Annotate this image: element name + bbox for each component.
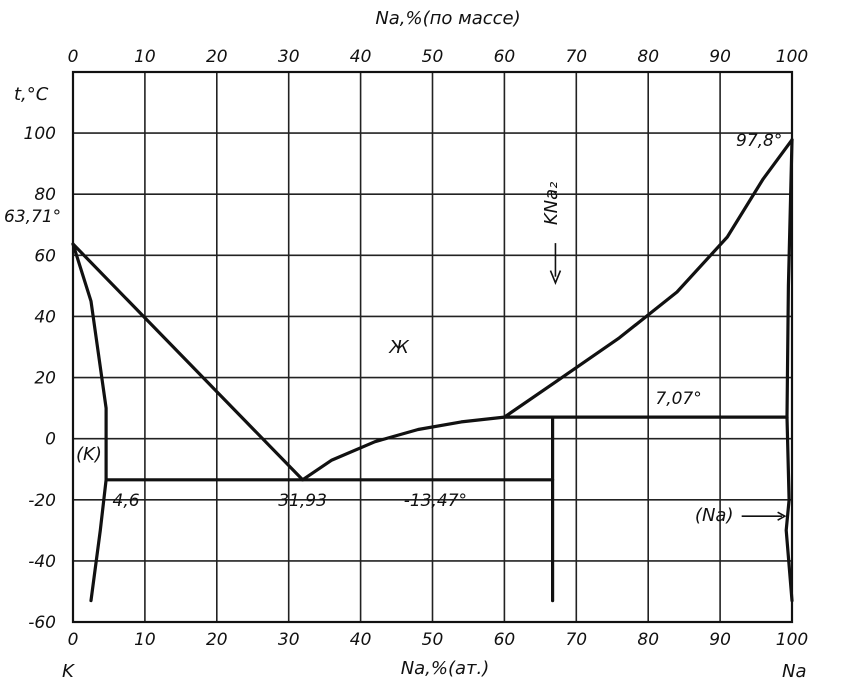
na-arrow-head	[777, 511, 787, 521]
phase-lines	[71, 138, 794, 603]
y-tick-0: 0	[45, 430, 56, 450]
bottom-tick-30: 30	[278, 630, 300, 650]
na-solid-arrow	[741, 511, 787, 521]
liquidus-k-branch	[71, 242, 305, 482]
y-tick-20: 20	[34, 369, 56, 389]
top-tick-90: 90	[709, 47, 731, 67]
compound-arrow	[549, 243, 562, 285]
k-solid-solution-label: (K)	[76, 444, 102, 465]
top-tick-100: 100	[776, 47, 808, 67]
y-tick-40: 40	[34, 307, 56, 327]
y-axis-ticks: 100 80 60 40 20 0 -20 -40 -60	[24, 124, 56, 633]
top-tick-30: 30	[278, 47, 300, 67]
compound-arrow-head	[549, 270, 562, 285]
vertical-gridlines	[144, 72, 721, 622]
peritectic-temperature-label: 7,07°	[655, 389, 701, 409]
y-tick--20: -20	[28, 491, 56, 511]
bottom-tick-40: 40	[350, 630, 372, 650]
liquid-region-label: Ж	[388, 337, 409, 358]
bottom-tick-70: 70	[565, 630, 587, 650]
compound-label: KNa₂	[541, 182, 562, 226]
na-melting-point-label: 97,8°	[736, 131, 782, 151]
liquidus-na-branch	[502, 138, 794, 419]
plot-frame	[71, 70, 794, 624]
top-axis-label: Na,%(по массе)	[375, 8, 520, 29]
y-tick--40: -40	[28, 552, 56, 572]
top-tick-60: 60	[494, 47, 516, 67]
bottom-axis-label: Na,%(ат.)	[401, 658, 490, 679]
top-tick-80: 80	[637, 47, 659, 67]
y-tick-80: 80	[34, 185, 56, 205]
left-component-label: K	[62, 661, 75, 682]
na-solid-solubility-line	[784, 138, 794, 603]
eutectic-temperature-label: -13,47°	[404, 491, 467, 511]
y-tick-60: 60	[34, 246, 56, 266]
top-tick-50: 50	[422, 47, 444, 67]
bottom-tick-100: 100	[776, 630, 808, 650]
bottom-tick-90: 90	[709, 630, 731, 650]
top-tick-20: 20	[206, 47, 228, 67]
right-component-label: Na	[782, 661, 807, 682]
y-axis-label: t,°C	[14, 84, 49, 105]
y-tick--60: -60	[28, 613, 56, 633]
bottom-tick-10: 10	[134, 630, 156, 650]
bottom-tick-50: 50	[422, 630, 444, 650]
liquidus-middle-branch	[301, 415, 506, 482]
bottom-tick-80: 80	[637, 630, 659, 650]
top-tick-0: 0	[68, 47, 79, 67]
top-tick-10: 10	[134, 47, 156, 67]
k-solubility-label: 4,6	[113, 491, 140, 511]
top-tick-70: 70	[565, 47, 587, 67]
k-melting-point-label: 63,71°	[4, 207, 61, 227]
bottom-axis-ticks: 0 10 20 30 40 50 60 70 80 90 100	[68, 630, 809, 650]
k-solid-solubility-line	[71, 242, 108, 603]
na-solid-solution-label: (Na)	[695, 505, 734, 526]
top-tick-40: 40	[350, 47, 372, 67]
eutectic-composition-label: 31,93	[278, 491, 327, 511]
y-tick-100: 100	[24, 124, 56, 144]
bottom-tick-60: 60	[494, 630, 516, 650]
bottom-tick-0: 0	[68, 630, 79, 650]
bottom-tick-20: 20	[206, 630, 228, 650]
top-axis-ticks: 0 10 20 30 40 50 60 70 80 90 100	[68, 47, 809, 67]
